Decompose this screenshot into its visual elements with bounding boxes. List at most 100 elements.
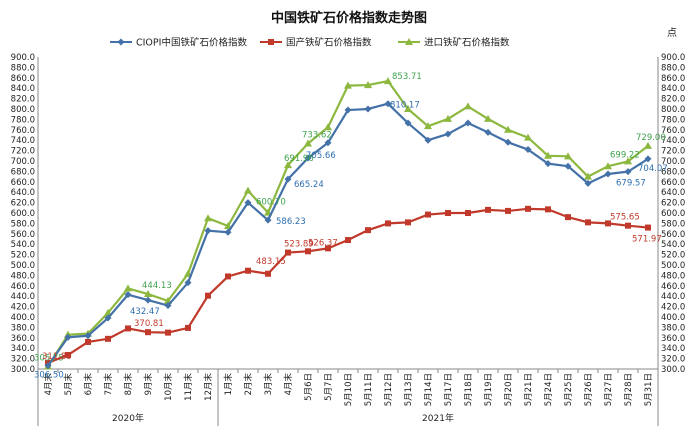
x-tick-label: 5月10日 bbox=[344, 373, 354, 406]
data-label: 526.37 bbox=[308, 238, 338, 248]
data-point bbox=[364, 81, 372, 89]
data-point bbox=[485, 206, 491, 213]
x-tick-label: 10月末 bbox=[163, 373, 174, 401]
data-point bbox=[464, 119, 472, 127]
y-tick-label-right: 640.0 bbox=[661, 188, 685, 198]
year-label: 2021年 bbox=[422, 412, 454, 424]
y-tick-label-right: 740.0 bbox=[661, 136, 685, 146]
data-point bbox=[304, 139, 312, 147]
legend-label: CIOPI中国铁矿石价格指数 bbox=[136, 37, 247, 49]
x-tick-label: 8月末 bbox=[123, 373, 134, 396]
y-tick-label-left: 800.0 bbox=[11, 105, 35, 115]
y-tick-label-right: 380.0 bbox=[661, 323, 685, 333]
x-tick-label: 12月末 bbox=[203, 373, 214, 401]
data-point bbox=[224, 228, 232, 236]
data-label: 444.13 bbox=[142, 281, 172, 291]
y-tick-label-right: 760.0 bbox=[661, 126, 685, 136]
y-tick-label-right: 680.0 bbox=[661, 167, 685, 177]
y-tick-label-left: 580.0 bbox=[11, 219, 35, 229]
x-tick-label: 5月末 bbox=[63, 373, 74, 396]
x-tick-label: 5月27日 bbox=[604, 373, 614, 406]
data-point bbox=[165, 329, 171, 336]
y-tick-label-left: 680.0 bbox=[11, 167, 35, 177]
x-tick-label: 3月末 bbox=[263, 373, 274, 396]
y-tick-label-right: 300.0 bbox=[661, 365, 685, 375]
data-point bbox=[65, 351, 71, 358]
data-label: 523.89 bbox=[284, 240, 314, 250]
data-point bbox=[504, 125, 512, 133]
data-point bbox=[625, 222, 631, 229]
data-point bbox=[564, 162, 572, 170]
y-tick-label-left: 760.0 bbox=[11, 126, 35, 136]
y-tick-label-right: 780.0 bbox=[661, 115, 685, 125]
data-point bbox=[144, 296, 152, 304]
y-tick-label-right: 520.0 bbox=[661, 251, 685, 261]
data-point bbox=[585, 219, 591, 226]
data-point bbox=[584, 179, 592, 187]
data-label: 311.89 bbox=[42, 352, 72, 362]
data-point bbox=[645, 224, 651, 231]
y-tick-label-right: 880.0 bbox=[661, 63, 685, 73]
data-label: 483.15 bbox=[256, 257, 286, 267]
x-tick-label: 4月末 bbox=[43, 373, 54, 396]
x-tick-label: 5月14日 bbox=[424, 373, 434, 406]
data-point bbox=[344, 81, 352, 89]
data-point bbox=[504, 138, 512, 146]
data-point bbox=[424, 122, 432, 130]
y-tick-label-left: 360.0 bbox=[11, 334, 35, 344]
y-tick-label-right: 320.0 bbox=[661, 355, 685, 365]
data-point bbox=[405, 219, 411, 226]
data-point bbox=[644, 155, 652, 163]
y-tick-label-right: 400.0 bbox=[661, 313, 685, 323]
x-tick-label: 4月末 bbox=[283, 373, 294, 396]
data-point bbox=[85, 338, 91, 345]
y-tick-label-right: 700.0 bbox=[661, 157, 685, 167]
x-tick-label: 5月21日 bbox=[524, 373, 534, 406]
x-tick-label: 5月26日 bbox=[584, 373, 594, 406]
legend-label: 进口铁矿石价格指数 bbox=[424, 37, 510, 49]
data-point bbox=[465, 210, 471, 216]
y-tick-label-left: 640.0 bbox=[11, 188, 35, 198]
x-tick-label: 5月28日 bbox=[624, 373, 634, 406]
data-label: 432.47 bbox=[130, 307, 160, 317]
data-label: 600.70 bbox=[256, 198, 286, 208]
y-tick-label-left: 740.0 bbox=[11, 136, 35, 146]
data-point bbox=[444, 114, 452, 122]
y-tick-label-right: 440.0 bbox=[661, 292, 685, 302]
y-tick-label-left: 380.0 bbox=[11, 323, 35, 333]
y-tick-label-left: 780.0 bbox=[11, 115, 35, 125]
data-label: 306.50 bbox=[34, 371, 64, 381]
y-tick-label-right: 460.0 bbox=[661, 282, 685, 292]
y-tick-label-left: 820.0 bbox=[11, 95, 35, 105]
data-point bbox=[505, 207, 511, 214]
data-point bbox=[204, 214, 212, 222]
x-tick-label: 5月12日 bbox=[384, 373, 394, 406]
x-tick-label: 5月19日 bbox=[484, 373, 494, 406]
chart-title: 中国铁矿石价格指数走势图 bbox=[271, 10, 427, 26]
y-tick-label-right: 660.0 bbox=[661, 178, 685, 188]
data-point bbox=[605, 220, 611, 227]
data-point bbox=[344, 106, 352, 114]
data-point bbox=[184, 279, 192, 287]
y-tick-label-right: 600.0 bbox=[661, 209, 685, 219]
x-tick-label: 5月11日 bbox=[364, 373, 374, 406]
data-point bbox=[624, 157, 632, 165]
y-tick-label-right: 800.0 bbox=[661, 105, 685, 115]
data-point bbox=[624, 168, 632, 176]
data-point bbox=[644, 141, 652, 149]
data-label: 691.96 bbox=[284, 154, 314, 164]
data-point bbox=[84, 332, 92, 340]
y-tick-label-left: 460.0 bbox=[11, 282, 35, 292]
y-tick-label-left: 340.0 bbox=[11, 344, 35, 354]
data-point bbox=[544, 151, 552, 159]
data-point bbox=[265, 270, 271, 277]
data-point bbox=[345, 237, 351, 244]
data-point bbox=[364, 105, 372, 113]
data-point bbox=[524, 146, 532, 154]
data-point bbox=[304, 154, 312, 162]
data-point bbox=[124, 291, 132, 299]
data-point bbox=[404, 119, 412, 127]
